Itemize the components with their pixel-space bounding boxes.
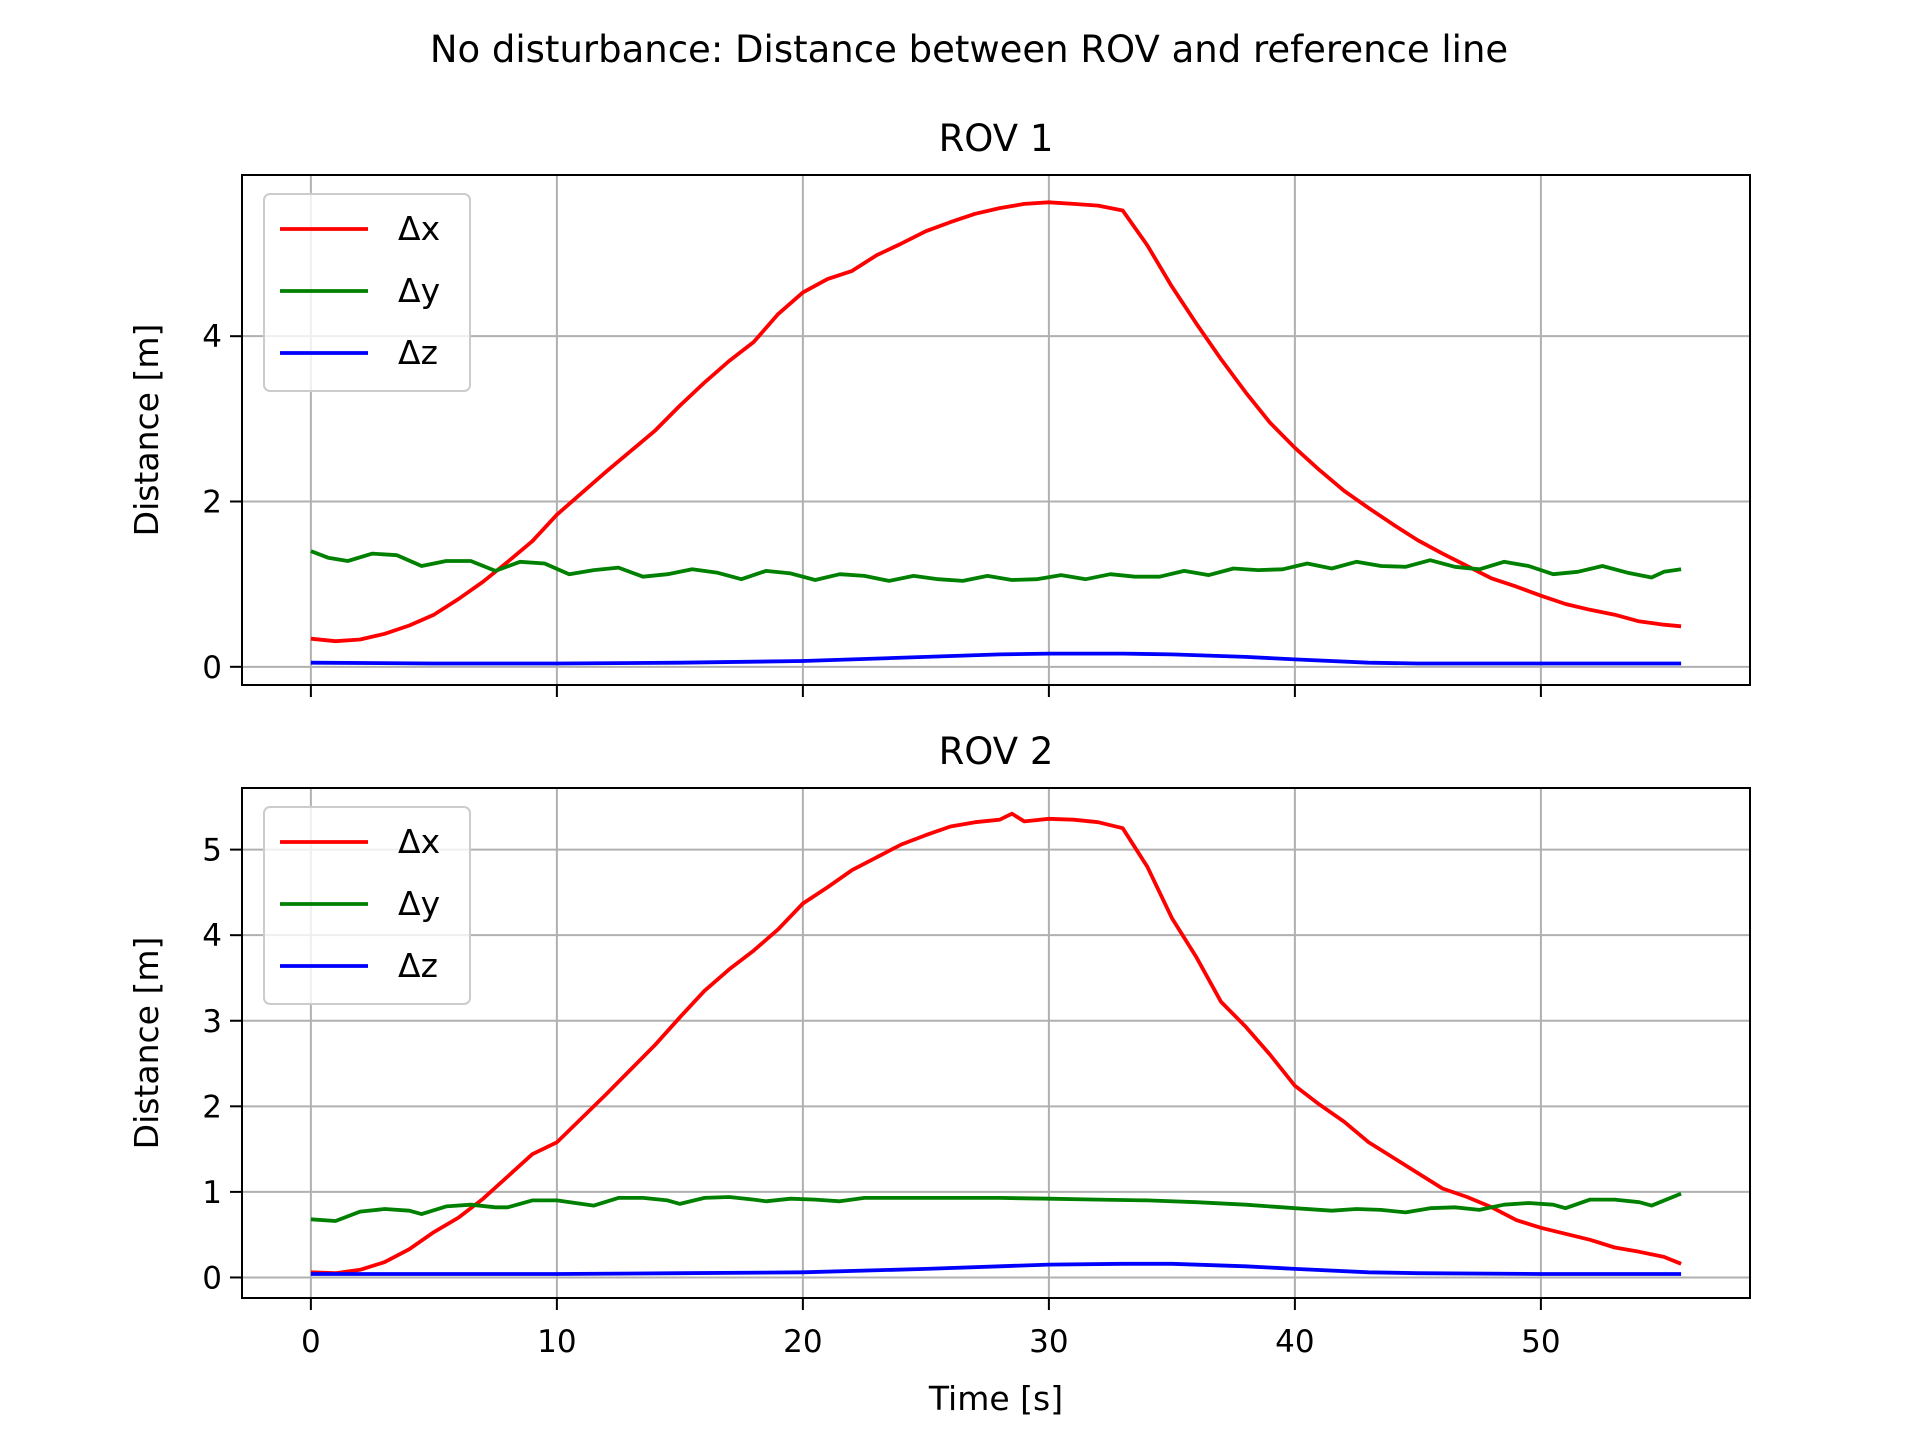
y-axis-label: Distance [m] xyxy=(127,937,166,1150)
x-tick-label: 0 xyxy=(301,1324,321,1360)
x-tick-label: 10 xyxy=(537,1324,576,1360)
y-axis-label: Distance [m] xyxy=(127,324,166,537)
y-tick-label: 0 xyxy=(202,650,222,686)
x-tick-label: 30 xyxy=(1029,1324,1068,1360)
y-tick-label: 1 xyxy=(202,1175,222,1211)
y-tick-label: 4 xyxy=(202,918,222,954)
subplot-title: ROV 1 xyxy=(939,117,1054,160)
series-line-dx xyxy=(310,200,1682,644)
y-tick-label: 4 xyxy=(202,319,222,355)
x-tick-label: 40 xyxy=(1275,1324,1314,1360)
legend-label-dy: Δy xyxy=(398,271,440,310)
subplot-title: ROV 2 xyxy=(939,730,1054,773)
figure-suptitle: No disturbance: Distance between ROV and… xyxy=(430,28,1508,71)
axes-frame xyxy=(241,174,1751,686)
x-tick-label: 20 xyxy=(783,1324,822,1360)
y-tick-label: 5 xyxy=(202,833,222,869)
legend-label-dy: Δy xyxy=(398,884,440,923)
legend-label-dx: Δx xyxy=(398,822,440,861)
y-tick-label: 2 xyxy=(202,1089,222,1125)
x-axis-label: Time [s] xyxy=(928,1379,1063,1418)
series-group xyxy=(310,811,1682,1276)
series-line-dz xyxy=(310,651,1682,666)
axes-frame xyxy=(241,787,1751,1299)
x-tick-label: 50 xyxy=(1521,1324,1560,1360)
legend-label-dz: Δz xyxy=(398,333,438,372)
y-tick-label: 3 xyxy=(202,1004,222,1040)
rov1-axes: ROV 1 0 2 4 Distance [m] Δx Δy Δz xyxy=(127,117,1751,697)
legend-label-dx: Δx xyxy=(398,209,440,248)
legend-label-dz: Δz xyxy=(398,946,438,985)
legend: Δx Δy Δz xyxy=(263,193,471,392)
series-line-dz xyxy=(310,1261,1682,1276)
series-line-dy xyxy=(310,1191,1682,1223)
y-tick-label: 0 xyxy=(202,1260,222,1296)
series-line-dx xyxy=(310,811,1682,1276)
y-tick-label: 2 xyxy=(202,484,222,520)
series-group xyxy=(310,200,1682,666)
series-line-dy xyxy=(310,549,1682,583)
legend: Δx Δy Δz xyxy=(263,806,471,1005)
rov2-axes: ROV 2 0 10 20 30 40 50 0 1 2 3 4 5 Distance [m] Time [… xyxy=(127,730,1751,1418)
